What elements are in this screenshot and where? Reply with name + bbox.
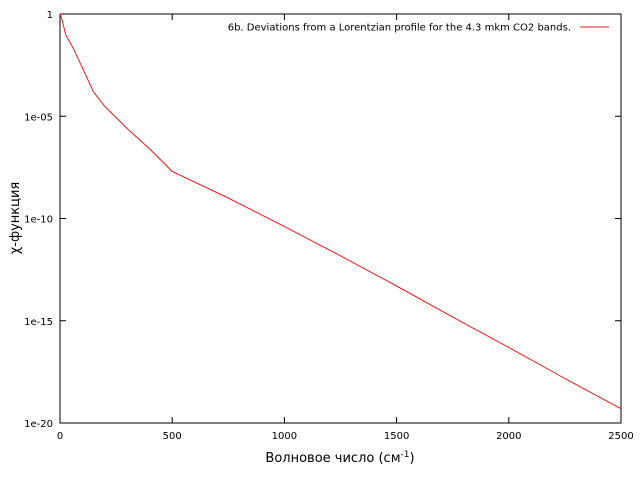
x-tick-label: 0 (57, 431, 63, 442)
y-tick-label: 1 (47, 10, 53, 21)
x-tick-label: 2500 (608, 431, 633, 442)
legend-label: 6b. Deviations from a Lorentzian profile… (228, 23, 571, 34)
y-axis-label: χ-функция (8, 182, 23, 254)
y-tick-label: 1e-15 (24, 317, 53, 328)
y-tick-label: 1e-05 (24, 112, 53, 123)
x-axis-label: Волновое число (см-1) (265, 450, 414, 466)
x-axis-label-close: ) (409, 451, 414, 466)
x-axis-ticks: 0 500 1000 1500 2000 2500 (57, 14, 634, 442)
x-axis-label-superscript: -1 (401, 450, 410, 460)
y-tick-label: 1e-10 (24, 215, 53, 226)
series-line (59, 13, 622, 410)
y-tick-label: 1e-20 (24, 419, 53, 430)
x-tick-label: 1000 (272, 431, 297, 442)
x-tick-label: 2000 (496, 431, 521, 442)
x-tick-label: 500 (163, 431, 182, 442)
y-axis-ticks: 1 1e-05 1e-10 1e-15 1e-20 (24, 10, 621, 430)
series-layer (59, 13, 622, 410)
x-tick-label: 1500 (384, 431, 409, 442)
plot-frame (59, 13, 622, 424)
legend: 6b. Deviations from a Lorentzian profile… (228, 23, 609, 34)
